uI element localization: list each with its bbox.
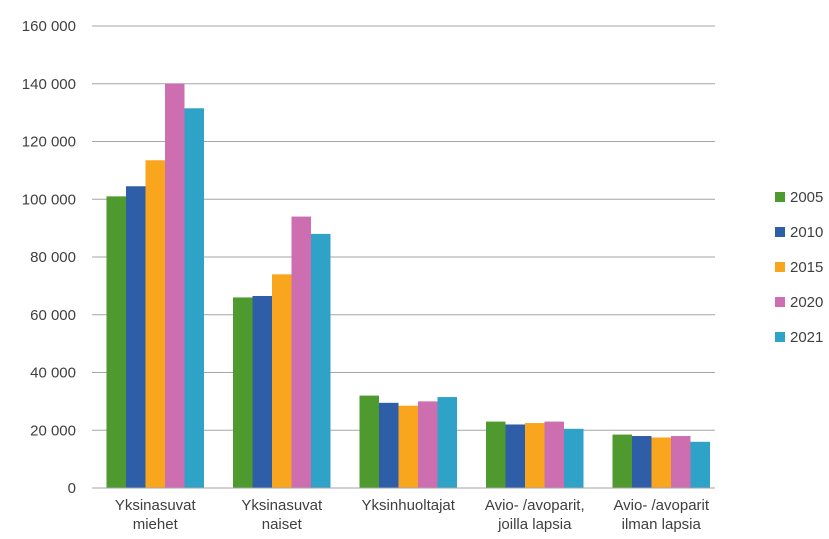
category-label: joilla lapsia xyxy=(497,516,572,533)
legend-swatch xyxy=(775,262,785,272)
bar-2020-3 xyxy=(544,421,564,488)
legend-label: 2015 xyxy=(790,259,823,276)
y-tick-label: 120 000 xyxy=(22,134,76,151)
bar-2020-4 xyxy=(671,436,691,488)
bar-2010-1 xyxy=(252,295,272,488)
legend-swatch xyxy=(775,297,785,307)
bar-2015-2 xyxy=(398,405,418,488)
bar-2021-3 xyxy=(564,428,584,488)
bar-2015-4 xyxy=(651,437,671,488)
bars xyxy=(106,83,710,489)
bar-2005-4 xyxy=(612,434,632,488)
bar-2005-3 xyxy=(486,421,506,488)
category-label: Yksinasuvat xyxy=(241,497,323,514)
legend-label: 2010 xyxy=(790,224,823,241)
bar-2020-2 xyxy=(418,401,438,488)
bar-2010-2 xyxy=(379,402,399,488)
bar-2010-4 xyxy=(632,436,652,488)
bar-2015-3 xyxy=(525,423,545,488)
bar-2010-3 xyxy=(505,424,525,488)
legend-swatch xyxy=(775,227,785,237)
legend-swatch xyxy=(775,192,785,202)
bar-2021-1 xyxy=(311,233,331,488)
category-label: ilman lapsia xyxy=(622,516,702,533)
bar-2015-0 xyxy=(145,160,165,489)
bar-2020-0 xyxy=(165,83,185,488)
bar-2005-2 xyxy=(359,395,379,488)
y-tick-label: 60 000 xyxy=(30,307,76,324)
bar-2005-0 xyxy=(106,196,126,489)
bar-2021-4 xyxy=(690,441,710,488)
bar-2021-0 xyxy=(184,108,204,488)
bar-2021-2 xyxy=(437,397,457,488)
y-tick-label: 160 000 xyxy=(22,18,76,35)
y-tick-label: 40 000 xyxy=(30,365,76,382)
y-axis-tick-labels: 0 20 000 40 000 60 000 80 000 100 000 120 000 1… xyxy=(22,18,76,497)
legend-label: 2020 xyxy=(790,294,823,311)
bar-2020-1 xyxy=(291,216,311,488)
category-label: naiset xyxy=(262,516,303,533)
category-label: miehet xyxy=(133,516,179,533)
bar-2015-1 xyxy=(272,274,292,488)
y-tick-label: 140 000 xyxy=(22,76,76,93)
y-tick-label: 100 000 xyxy=(22,191,76,208)
legend-label: 2021 xyxy=(790,329,823,346)
category-label: Avio- /avoparit, xyxy=(485,497,585,514)
category-labels: Yksinasuvat miehet Yksinasuvat naiset Yksinh… xyxy=(115,497,710,533)
category-label: Yksinasuvat xyxy=(115,497,197,514)
y-tick-label: 80 000 xyxy=(30,249,76,266)
y-tick-label: 0 xyxy=(68,480,76,497)
legend-label: 2005 xyxy=(790,189,823,206)
legend-swatch xyxy=(775,332,785,342)
category-label: Yksinhuoltajat xyxy=(362,497,456,514)
legend: 2005 2010 2015 2020 2021 xyxy=(775,189,823,346)
y-tick-label: 20 000 xyxy=(30,422,76,439)
bar-2005-1 xyxy=(233,297,253,488)
bar-2010-0 xyxy=(126,186,146,488)
category-label: Avio- /avoparit xyxy=(613,497,709,514)
